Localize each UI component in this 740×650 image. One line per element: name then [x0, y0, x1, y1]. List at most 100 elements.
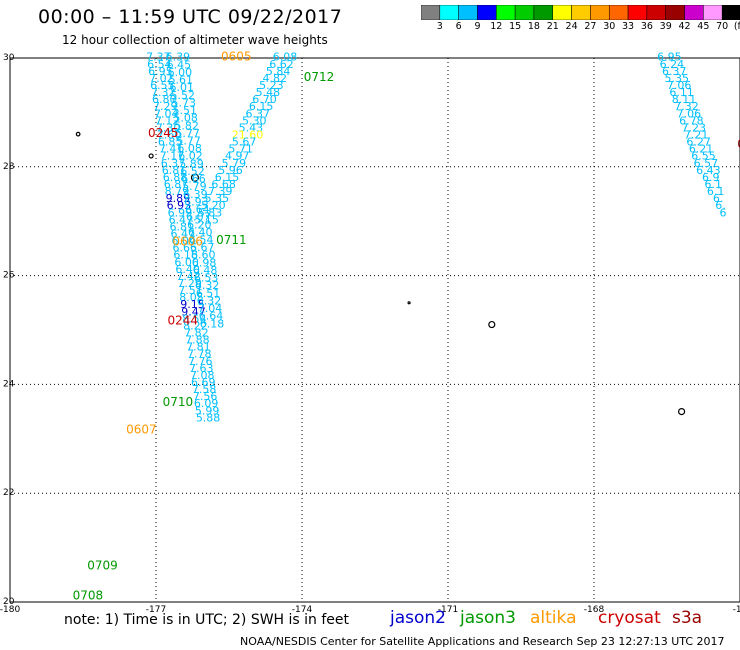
satellite-legend-item: altika — [530, 608, 577, 628]
grid-layer — [9, 57, 740, 603]
swh-label: 7.56 — [193, 390, 218, 403]
pass-time-label: 0708 — [73, 588, 104, 602]
swh-label: 6.01 — [170, 81, 195, 94]
island-outline — [677, 408, 686, 416]
swh-label: 6.37 — [662, 65, 687, 78]
swh-label: 6.68 — [211, 178, 236, 191]
swh-label: 6.57 — [694, 157, 719, 170]
swh-label: 5.84 — [266, 65, 291, 78]
swh-label: 6.64 — [199, 310, 224, 323]
swh-label: 7.21 — [684, 129, 709, 142]
swh-label: 5.67 — [232, 136, 257, 149]
pass-time-labels: 0605 0712 0245 0606 0711 0244 0710 0607 0709 0708… — [73, 50, 740, 603]
swh-label: 5.08 — [173, 112, 198, 125]
swh-label: 7.63 — [189, 362, 214, 375]
swh-label: 7.81 — [186, 341, 211, 354]
swh-label: 6.37 — [245, 107, 270, 120]
y-tick-label: 26 — [3, 271, 15, 281]
swh-label: 6.18 — [200, 317, 225, 330]
swh-label: 21.60 — [232, 129, 264, 142]
swh-label: 6.99 — [168, 206, 193, 219]
map-frame — [9, 57, 740, 603]
swh-label: 6.45 — [167, 58, 192, 71]
swh-label: 6.81 — [170, 220, 195, 233]
swh-label: 5.20 — [201, 199, 226, 212]
swh-label: 6.40 — [188, 226, 213, 239]
map-title: 00:00 – 11:59 UTC 09/22/2017 — [38, 6, 343, 28]
swh-label: 6.08 — [177, 142, 202, 155]
swh-label: 6.95 — [657, 51, 682, 64]
swh-label: 6.88 — [163, 171, 188, 184]
swh-label: 6.39 — [183, 188, 208, 201]
legend-label: 45 — [697, 21, 710, 32]
swh-label: 5.23 — [259, 79, 284, 92]
swh-label: 6.69 — [191, 376, 216, 389]
swh-label: 6.32 — [195, 279, 220, 292]
swh-label: 6.64 — [185, 203, 210, 216]
swh-label: 6.27 — [686, 136, 711, 149]
swh-label: 5.96 — [218, 164, 243, 177]
axis-tick-labels: -180 -177 -174 -171 -168 -16 30 28 26 24 22 20 — [0, 53, 740, 615]
wave-height-labels: 7.376.546.957.026.557.326.807.297.047.12… — [146, 51, 726, 425]
legend-label: 12 — [490, 21, 503, 32]
swh-label: 6.54 — [147, 58, 172, 71]
swh-label: 5.71 — [228, 143, 253, 156]
swh-label: 5.61 — [169, 74, 194, 87]
swh-label: 5.73 — [171, 96, 196, 109]
swh-label: 5.89 — [179, 157, 204, 170]
satellite-legend-item: cryosat — [598, 608, 661, 628]
swh-label: 6.48 — [193, 264, 218, 277]
swh-label: 6.67 — [190, 241, 215, 254]
island-outline — [190, 173, 200, 182]
swh-label: 6.53 — [194, 272, 219, 285]
pass-time-label: 0606 — [172, 235, 203, 249]
swh-label: 6.18 — [173, 249, 198, 262]
swh-label: 5.43 — [239, 121, 264, 134]
satellite-legend-item: s3a — [672, 608, 703, 628]
legend-label: 30 — [603, 21, 616, 32]
swh-label: 6.55 — [150, 79, 175, 92]
y-tick-label: 30 — [3, 53, 15, 63]
swh-label: 8.11 — [672, 93, 697, 106]
island-outline — [75, 131, 81, 137]
island-outline — [407, 301, 411, 305]
swh-label: 7.76 — [188, 355, 213, 368]
swh-label: 7.30 — [156, 121, 181, 134]
legend-label: 6 — [455, 21, 462, 32]
y-tick-label: 28 — [3, 162, 15, 172]
swh-label: 7.12 — [155, 114, 180, 127]
map-subtitle: 12 hour collection of altimeter wave hei… — [62, 33, 328, 47]
legend-label: 33 — [622, 21, 635, 32]
swh-label: 4.97 — [225, 150, 250, 163]
swh-label: 7.39 — [208, 185, 233, 198]
legend-label: 27 — [584, 21, 597, 32]
swh-label: 5.99 — [195, 404, 220, 417]
swh-label: 5.88 — [196, 411, 221, 424]
pass-time-label: 0709 — [87, 558, 118, 572]
swh-label: 6.04 — [171, 235, 196, 248]
swh-label: 4.82 — [262, 72, 287, 85]
swh-label: 6.15 — [249, 100, 274, 113]
satellite-legend-item: jason3 — [460, 608, 516, 628]
swh-label: 7.42 — [176, 270, 201, 283]
swh-label: 6.87 — [164, 178, 189, 191]
swh-label: 6.47 — [171, 228, 196, 241]
swh-label: 7.41 — [159, 143, 184, 156]
swh-label: 6.52 — [180, 165, 205, 178]
island-outline — [488, 320, 496, 329]
pass-time-label: 0605 — [221, 50, 252, 64]
swh-label: 6.43 — [696, 164, 721, 177]
swh-label: 6.11 — [669, 86, 694, 99]
legend-label: 21 — [546, 21, 559, 32]
swh-label: 6.81 — [162, 164, 187, 177]
swh-label: 7.06 — [667, 79, 692, 92]
pass-time-label: 0244 — [167, 314, 198, 328]
island-outline — [148, 153, 154, 159]
swh-label: 6. — [715, 199, 726, 212]
swh-label: 7.78 — [187, 348, 212, 361]
x-tick-label: -168 — [584, 605, 605, 615]
swh-label: 7.06 — [677, 107, 702, 120]
legend-label: (ft) — [733, 21, 740, 32]
swh-label: 6 — [719, 206, 726, 219]
